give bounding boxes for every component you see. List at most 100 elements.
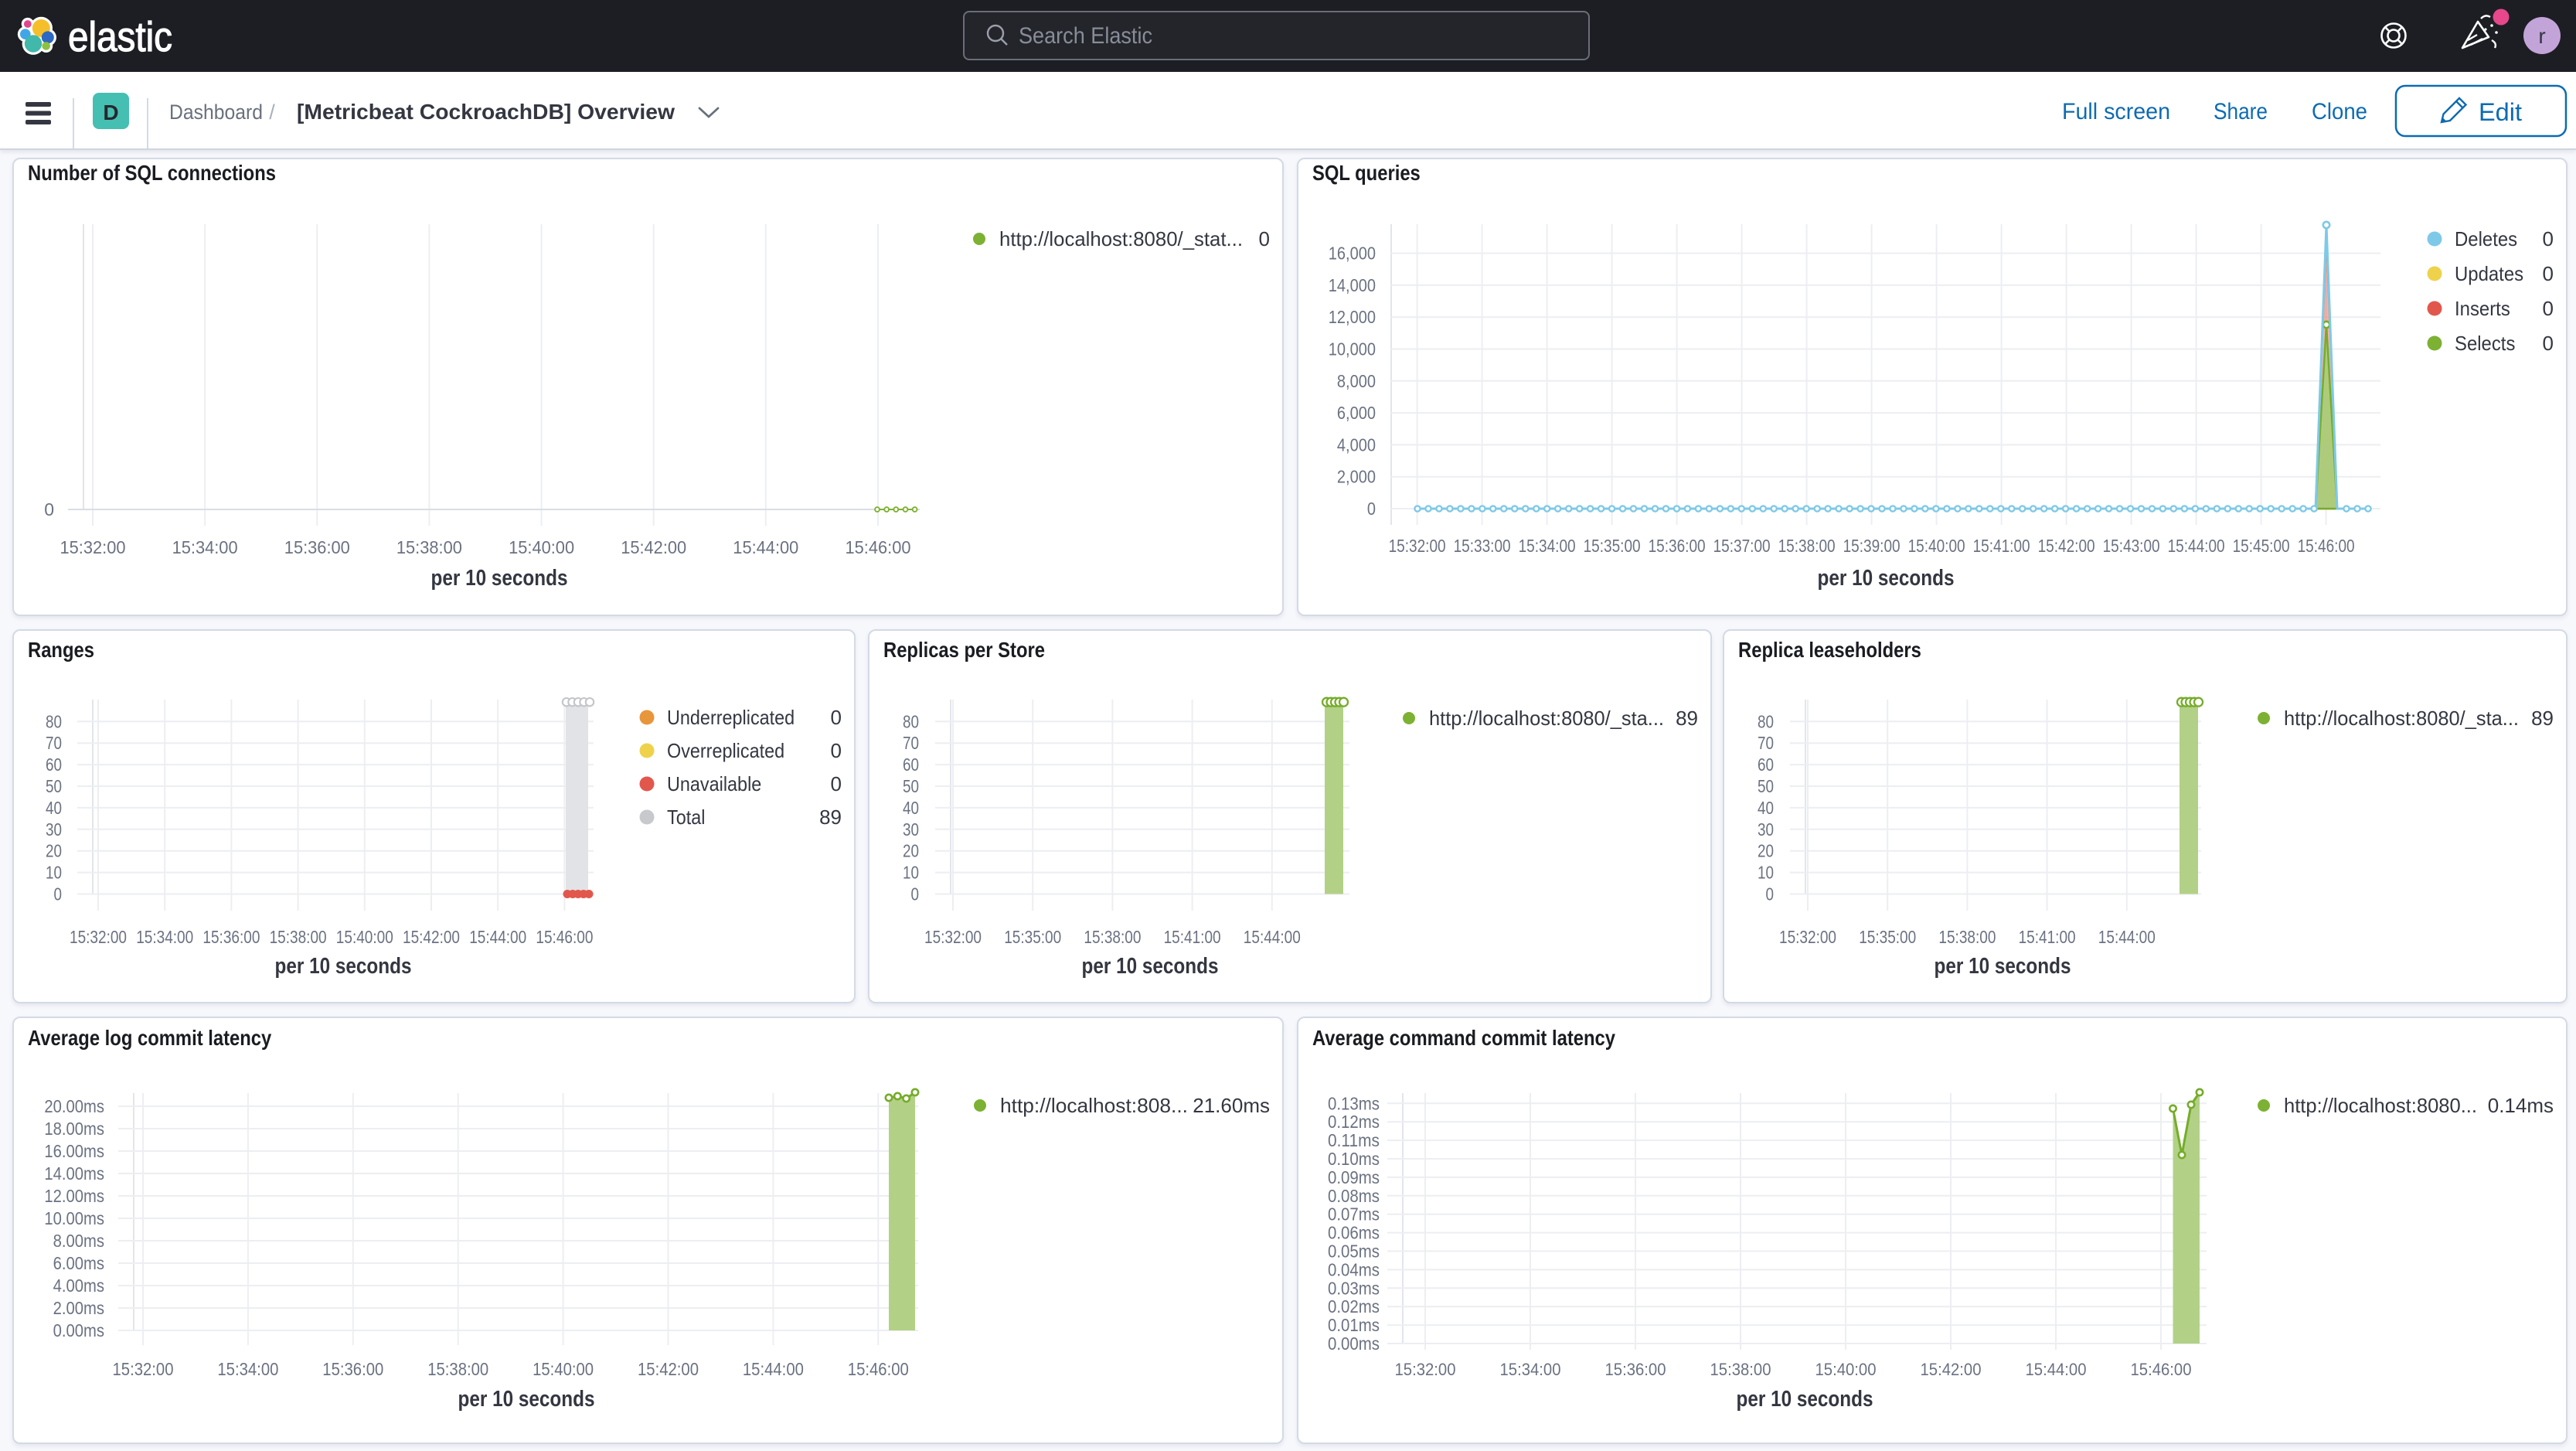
svg-text:0: 0 [44,499,54,519]
svg-text:16.00ms: 16.00ms [44,1141,104,1161]
svg-text:Search Elastic: Search Elastic [1019,23,1152,49]
svg-text:per 10 seconds: per 10 seconds [275,954,412,979]
svg-text:0.14ms: 0.14ms [2488,1094,2554,1117]
svg-text:15:34:00: 15:34:00 [1519,536,1576,556]
svg-text:15:46:00: 15:46:00 [536,927,593,947]
svg-text:http://localhost:8080/_sta...: http://localhost:8080/_sta... [2284,707,2519,730]
svg-text:6.00ms: 6.00ms [53,1253,104,1273]
svg-text:15:42:00: 15:42:00 [621,537,686,557]
svg-text:0: 0 [1367,499,1376,519]
svg-text:15:36:00: 15:36:00 [1605,1360,1666,1379]
svg-text:12,000: 12,000 [1329,307,1376,327]
svg-text:SQL queries: SQL queries [1312,161,1421,185]
svg-text:4,000: 4,000 [1337,434,1376,455]
svg-text:0: 0 [1766,884,1775,904]
svg-text:15:38:00: 15:38:00 [1084,927,1141,947]
svg-text:14.00ms: 14.00ms [44,1163,104,1184]
svg-text:10.00ms: 10.00ms [44,1208,104,1228]
svg-text:per 10 seconds: per 10 seconds [1818,566,1955,591]
svg-text:Selects: Selects [2455,332,2515,355]
svg-text:21.60ms: 21.60ms [1193,1094,1270,1117]
svg-text:15:41:00: 15:41:00 [2019,927,2076,947]
svg-text:60: 60 [1758,754,1774,775]
svg-text:14,000: 14,000 [1329,275,1376,295]
svg-text:50: 50 [903,776,919,796]
svg-text:15:32:00: 15:32:00 [60,537,126,557]
svg-text:0.02ms: 0.02ms [1328,1296,1380,1316]
svg-text:89: 89 [1676,707,1698,730]
svg-text:80: 80 [903,711,919,731]
svg-text:15:41:00: 15:41:00 [1164,927,1221,947]
svg-text:15:43:00: 15:43:00 [2103,536,2160,556]
svg-text:Overreplicated: Overreplicated [667,739,784,762]
svg-text:0: 0 [2543,332,2554,355]
svg-text:Average log commit latency: Average log commit latency [28,1026,272,1050]
svg-text:0.04ms: 0.04ms [1328,1259,1380,1279]
svg-text:50: 50 [46,776,62,796]
svg-text:per 10 seconds: per 10 seconds [1737,1387,1873,1412]
svg-text:70: 70 [46,733,62,753]
svg-text:15:40:00: 15:40:00 [1908,536,1965,556]
svg-text:http://localhost:8080...: http://localhost:8080... [2284,1094,2477,1117]
svg-text:15:36:00: 15:36:00 [1649,536,1706,556]
svg-text:0: 0 [1259,227,1270,250]
svg-text:0: 0 [2543,297,2554,320]
svg-text:10: 10 [46,863,62,883]
svg-text:30: 30 [903,819,919,840]
svg-text:89: 89 [819,806,842,829]
svg-text:4.00ms: 4.00ms [53,1276,104,1296]
svg-text:0.00ms: 0.00ms [1328,1333,1380,1354]
svg-text:r: r [2538,24,2545,48]
svg-text:15:32:00: 15:32:00 [924,927,982,947]
svg-text:15:44:00: 15:44:00 [1244,927,1301,947]
svg-text:15:36:00: 15:36:00 [284,537,350,557]
svg-text:10: 10 [903,863,919,883]
svg-text:30: 30 [1758,819,1774,840]
svg-text:0: 0 [2543,262,2554,285]
svg-text:15:42:00: 15:42:00 [403,927,460,947]
svg-text:Total: Total [667,806,705,829]
svg-text:15:42:00: 15:42:00 [638,1359,699,1379]
svg-text:15:44:00: 15:44:00 [733,537,798,557]
svg-text:20: 20 [903,841,919,861]
svg-text:8,000: 8,000 [1337,371,1376,391]
svg-text:15:40:00: 15:40:00 [509,537,574,557]
svg-text:0.08ms: 0.08ms [1328,1186,1380,1206]
svg-text:10: 10 [1758,863,1774,883]
svg-text:Ranges: Ranges [28,638,94,662]
svg-text:0.05ms: 0.05ms [1328,1242,1380,1262]
svg-text:15:40:00: 15:40:00 [533,1359,594,1379]
svg-text:0: 0 [2543,227,2554,250]
svg-text:15:44:00: 15:44:00 [2168,536,2225,556]
svg-text:15:32:00: 15:32:00 [1389,536,1446,556]
svg-text:20: 20 [1758,841,1774,861]
svg-text:70: 70 [1758,733,1774,753]
svg-text:40: 40 [903,798,919,818]
svg-text:2,000: 2,000 [1337,467,1376,487]
svg-text:Full screen: Full screen [2062,99,2170,124]
svg-text:15:41:00: 15:41:00 [1973,536,2030,556]
svg-text:15:38:00: 15:38:00 [396,537,462,557]
svg-text:15:38:00: 15:38:00 [1938,927,1996,947]
svg-text:15:44:00: 15:44:00 [2026,1360,2087,1379]
svg-text:http://localhost:808...: http://localhost:808... [1000,1094,1188,1117]
svg-text:15:44:00: 15:44:00 [469,927,526,947]
svg-text:40: 40 [1758,798,1774,818]
svg-text:16,000: 16,000 [1329,244,1376,264]
svg-text:40: 40 [46,798,62,818]
svg-text:/: / [269,100,275,124]
svg-text:15:46:00: 15:46:00 [2131,1360,2192,1379]
svg-text:Replica leaseholders: Replica leaseholders [1738,638,1921,662]
svg-text:12.00ms: 12.00ms [44,1186,104,1206]
svg-text:0: 0 [831,772,842,795]
svg-text:15:32:00: 15:32:00 [70,927,127,947]
svg-text:18.00ms: 18.00ms [44,1119,104,1139]
svg-text:15:44:00: 15:44:00 [2098,927,2156,947]
svg-text:Replicas per Store: Replicas per Store [883,638,1045,662]
svg-text:15:42:00: 15:42:00 [2038,536,2095,556]
svg-text:15:38:00: 15:38:00 [1710,1360,1771,1379]
svg-text:15:46:00: 15:46:00 [846,537,911,557]
svg-text:0: 0 [831,706,842,729]
svg-text:D: D [103,100,118,124]
svg-text:elastic: elastic [68,14,172,60]
